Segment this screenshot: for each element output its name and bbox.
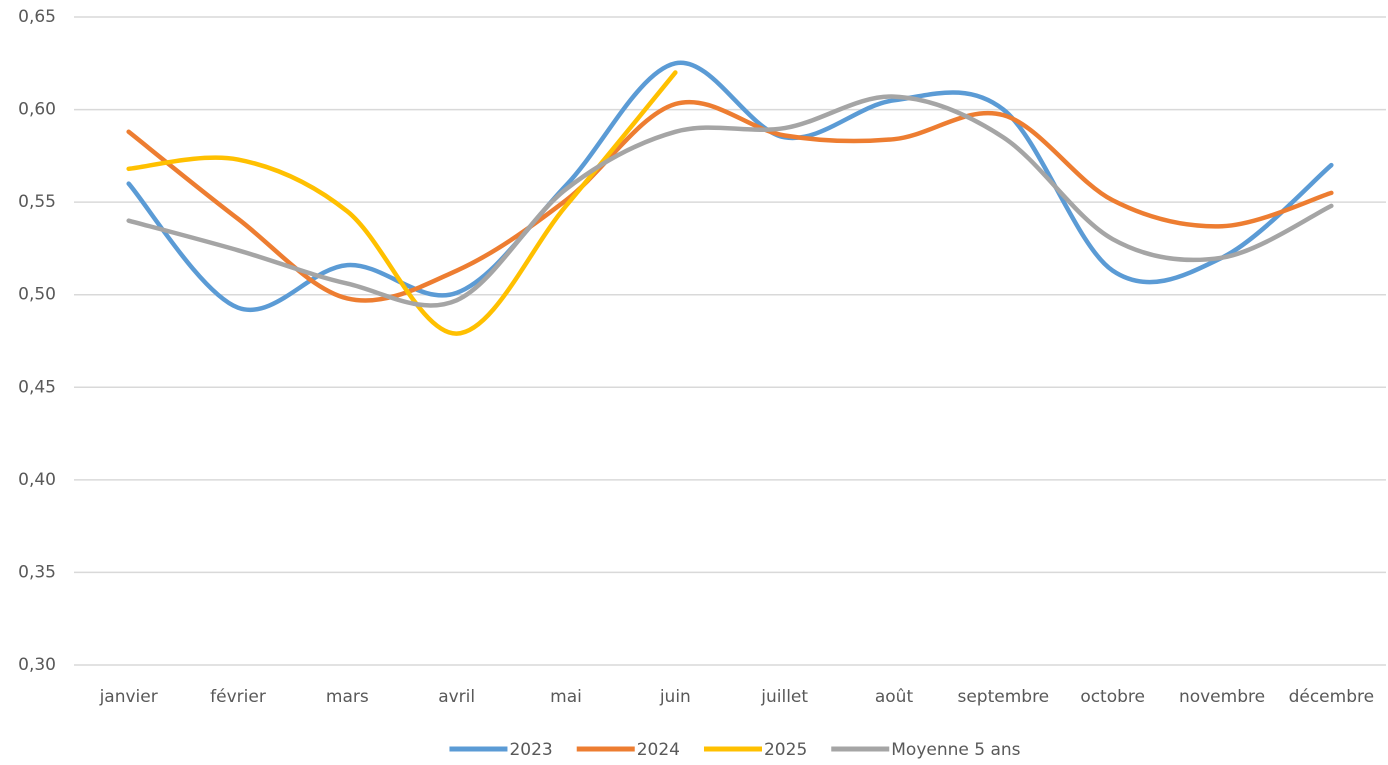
y-tick-label: 0,40 xyxy=(18,470,56,490)
series-line xyxy=(126,99,1334,303)
series-line xyxy=(126,70,678,336)
series-line xyxy=(126,94,1334,308)
x-tick-label: décembre xyxy=(1289,687,1374,707)
y-tick-label: 0,55 xyxy=(18,192,56,212)
legend: 2023 2024 2025 Moyenne 5 ans xyxy=(449,740,1021,760)
x-tick-label: septembre xyxy=(957,687,1049,707)
legend-label: Moyenne 5 ans xyxy=(891,740,1020,760)
x-tick-label: juin xyxy=(659,687,691,707)
y-tick-label: 0,30 xyxy=(18,655,56,675)
x-tick-label: mars xyxy=(326,687,369,707)
x-tick-label: avril xyxy=(438,687,475,707)
legend-label: 2023 xyxy=(509,740,552,760)
y-tick-label: 0,50 xyxy=(18,285,56,305)
y-tick-label: 0,45 xyxy=(18,377,56,397)
series-line xyxy=(126,60,1334,312)
legend-label: 2024 xyxy=(637,740,680,760)
x-tick-label: août xyxy=(875,687,914,707)
x-tick-label: juillet xyxy=(760,687,808,707)
y-tick-label: 0,60 xyxy=(18,100,56,120)
x-tick-label: janvier xyxy=(99,687,158,707)
x-tick-label: mai xyxy=(550,687,582,707)
legend-label: 2025 xyxy=(764,740,807,760)
x-tick-label: octobre xyxy=(1080,687,1145,707)
x-tick-label: novembre xyxy=(1179,687,1265,707)
y-tick-label: 0,35 xyxy=(18,562,56,582)
x-tick-label: février xyxy=(210,687,266,707)
y-tick-label: 0,65 xyxy=(18,7,56,27)
